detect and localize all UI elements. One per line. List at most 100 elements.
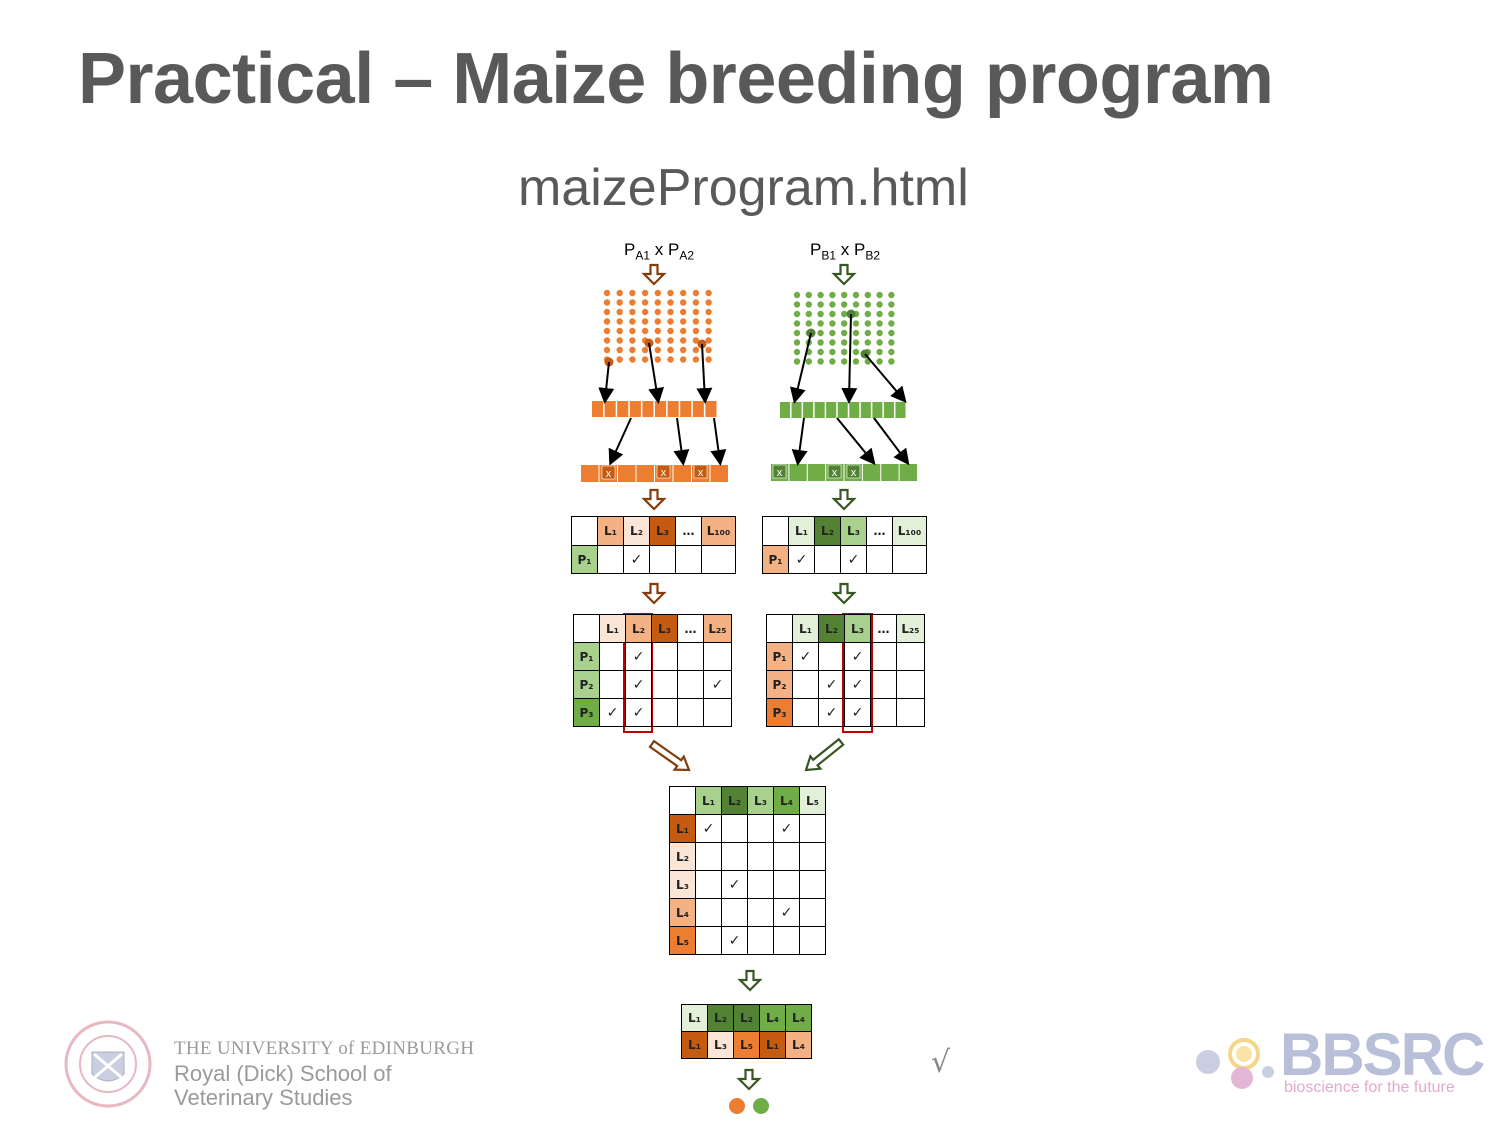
plant-dot	[841, 291, 848, 299]
flow-arrows	[641, 263, 857, 1091]
plant-dot	[680, 327, 687, 335]
parent-b2-sub: B2	[865, 248, 881, 263]
line-segment	[883, 402, 894, 418]
row-header: P₁	[762, 545, 789, 574]
table-cell	[675, 545, 702, 574]
col-header: L₅	[799, 786, 826, 815]
plant-dot	[829, 301, 836, 308]
down-arrow-icon	[831, 582, 857, 605]
plant-dot	[680, 346, 687, 354]
edinburgh-school-line2: Veterinary Studies	[174, 1085, 353, 1110]
selection-arrow	[873, 417, 910, 466]
discarded-line-box	[772, 464, 787, 479]
line-segment	[814, 402, 825, 418]
plant-dot	[888, 329, 895, 337]
line-segment	[826, 402, 837, 418]
plant-dot	[705, 318, 712, 325]
line-segment	[581, 465, 599, 482]
plant-dot	[705, 337, 712, 344]
table-cell	[721, 842, 748, 871]
plant-dot	[616, 327, 623, 335]
selection-table-b: L₁ L₂ L₃ … L₂₅ P₁ ✓ ✓ P₂ ✓ ✓ P₃ ✓ ✓	[766, 614, 925, 727]
table-cell: ✓	[625, 642, 652, 671]
table-cell: ✓	[844, 698, 871, 727]
plant-dot	[805, 320, 812, 327]
plant-dot	[805, 358, 812, 365]
discarded-line-box	[827, 464, 842, 479]
plant-dot	[692, 289, 700, 297]
col-header: …	[870, 614, 897, 643]
plant-dot	[654, 356, 661, 363]
plant-dot	[629, 308, 636, 316]
table-cell	[866, 545, 893, 574]
row-header: P₂	[766, 670, 793, 699]
plant-dot	[692, 308, 700, 316]
plant-dot	[817, 301, 824, 308]
discarded-line-box	[693, 464, 708, 479]
plant-dot	[805, 310, 812, 318]
plant-dot	[805, 301, 812, 308]
hybrid-top-cell: L₄	[785, 1004, 812, 1032]
line-segment	[899, 464, 917, 481]
row-header: L₄	[669, 898, 696, 927]
plant-dot	[829, 291, 836, 299]
col-header: L₂	[623, 516, 650, 546]
plant-dot	[888, 320, 895, 327]
parent-a1-sub: A1	[635, 248, 651, 263]
plant-dot	[876, 310, 883, 318]
table-cell: ✓	[818, 670, 845, 699]
selection-table-a: L₁ L₂ L₃ … L₂₅ P₁ ✓ P₂ ✓ ✓ P₃ ✓ ✓	[573, 614, 732, 727]
bbsrc-molecule-icon	[1196, 1038, 1274, 1089]
hybrid-table: L₁ L₂ L₂ L₄ L₄ L₁ L₃ L₅ L₁ L₄	[681, 1004, 812, 1059]
col-header: L₃	[649, 516, 676, 546]
line-segment	[872, 402, 883, 418]
row-header: P₁	[766, 642, 793, 671]
col-header: L₃	[844, 614, 871, 643]
plant-dot	[667, 308, 674, 316]
table-cell: ✓	[840, 545, 867, 574]
plant-dot	[667, 327, 674, 335]
table-cell	[773, 926, 800, 955]
corner-cell	[571, 516, 598, 546]
plant-dot	[667, 356, 674, 363]
col-header: L₁	[597, 516, 624, 546]
table-cell: ✓	[788, 545, 815, 574]
row-header: L₁	[669, 814, 696, 843]
parent-a2-sub: A2	[679, 248, 695, 263]
plant-dot	[705, 308, 712, 316]
line-segment	[710, 465, 728, 482]
table-cell	[870, 642, 897, 671]
plant-dot	[829, 358, 836, 365]
plant-dot	[793, 320, 801, 327]
line-segment	[789, 464, 807, 481]
plant-dot	[793, 291, 801, 299]
cross-label-b: PB1 x PB2	[810, 240, 880, 262]
table-cell	[677, 642, 704, 671]
col-header: L₃	[840, 516, 867, 546]
plant-dot	[888, 339, 895, 346]
plant-dot	[641, 356, 649, 363]
plant-dot	[817, 358, 824, 365]
hybrid-bottom-cell: L₄	[785, 1031, 812, 1059]
down-arrow-icon	[737, 969, 763, 992]
table-cell	[695, 926, 722, 955]
plant-dot	[852, 301, 860, 308]
line-segment	[629, 401, 641, 417]
table-cell	[747, 842, 774, 871]
selection-arrow	[864, 353, 907, 404]
plant-dot	[888, 310, 895, 318]
down-arrow-icon	[831, 488, 857, 511]
plant-dot	[654, 308, 661, 316]
plant-dot	[616, 308, 623, 316]
discarded-line-box	[846, 464, 861, 479]
plant-dot	[876, 291, 883, 299]
table-cell	[773, 842, 800, 871]
selection-arrow	[648, 342, 665, 404]
table-cell: ✓	[773, 814, 800, 843]
col-header: L₁	[792, 614, 819, 643]
plant-dot	[629, 299, 636, 306]
table-cell	[896, 642, 925, 671]
discard-x-mark: x	[606, 468, 612, 480]
plant-dot	[705, 299, 712, 306]
